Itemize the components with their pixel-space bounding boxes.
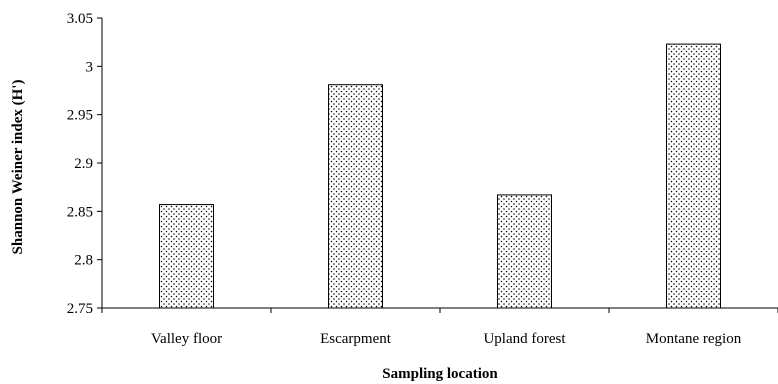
x-axis: Valley floor Escarpment Upland forest Monta… [101,307,778,347]
bars [159,43,721,309]
bar [159,204,214,309]
bar [666,43,721,309]
x-tick-label: Upland forest [483,331,566,347]
y-tick-label: 2.95 [67,108,93,124]
x-axis-title: Sampling location [382,366,498,382]
y-tick-label: 3.05 [67,11,93,27]
bar [328,84,383,309]
bar [497,194,552,309]
x-tick-label: Montane region [646,331,742,347]
y-tick-label: 2.75 [67,301,93,317]
y-tick-label: 3 [86,59,94,75]
y-axis: 2.75 2.8 2.85 2.9 2.95 3 3.05 [67,11,103,317]
x-tick-label: Escarpment [320,331,392,347]
y-tick-label: 2.85 [67,204,93,220]
y-tick-label: 2.9 [74,156,93,172]
y-axis-title: Shannon Weiner index (H') [10,80,26,255]
x-tick-label: Valley floor [151,331,222,347]
y-tick-label: 2.8 [74,253,93,269]
